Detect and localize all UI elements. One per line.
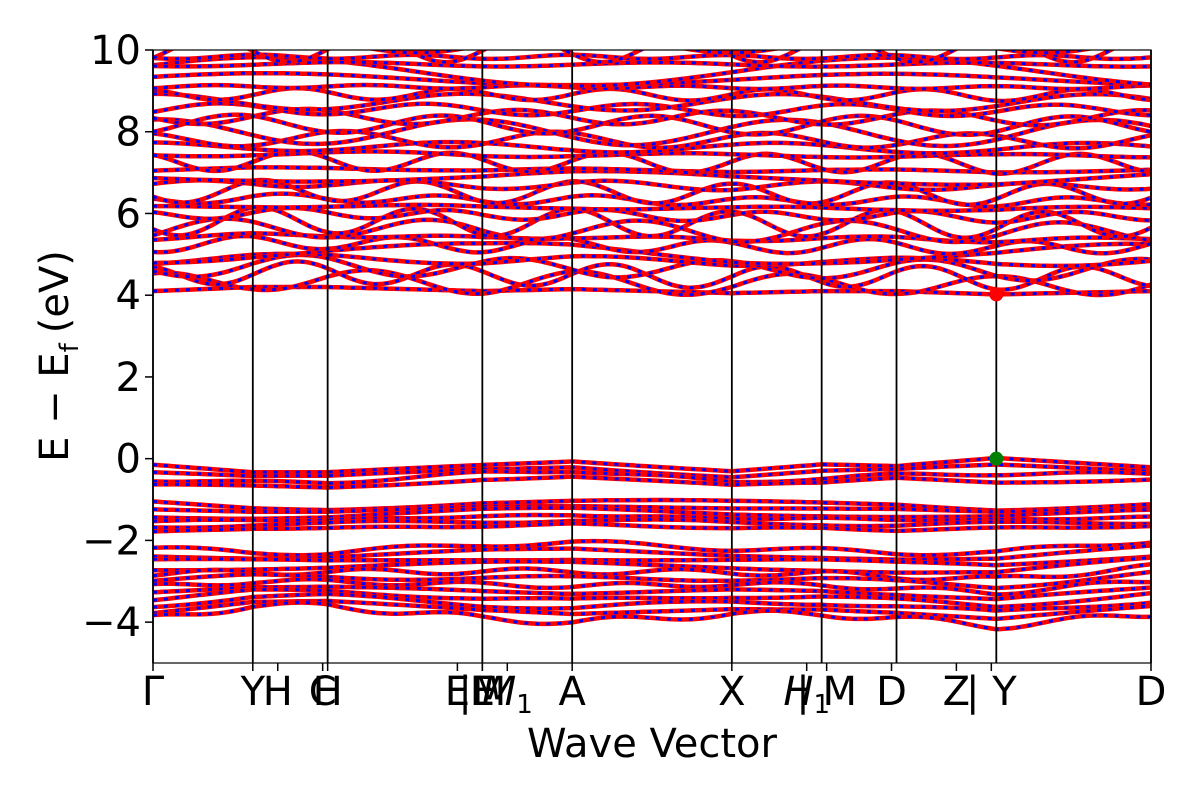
band-spin-down-1-0: [153, 456, 1151, 474]
cbm-marker: [989, 287, 1004, 302]
band-spin-down-3-4: [153, 562, 1151, 582]
band-spin-down-2-3: [153, 513, 1151, 523]
x-tick-label-1: Y: [240, 669, 266, 715]
band-spin-down-0-17: [153, 149, 1151, 176]
band-spin-down-0-0: [153, 285, 1151, 296]
band-spin-down-0-4: [153, 252, 1151, 268]
band-spin-down-3-5: [153, 570, 1151, 590]
x-tick-label-15: | Y: [966, 669, 1017, 715]
band-spin-down-0-24: [153, 101, 1151, 118]
band-spin-up-0-1: [153, 267, 1151, 298]
band-spin-down-2-2: [153, 506, 1151, 521]
y-tick-label-2: 0: [116, 437, 141, 483]
band-spin-down-0-11: [153, 203, 1151, 213]
y-tick-label-1: −2: [82, 518, 141, 564]
band-spin-down-1-1: [153, 462, 1151, 479]
band-spin-down-3-10: [153, 599, 1151, 621]
band-spin-down-0-16: [153, 165, 1151, 174]
x-tick-label-3: C: [309, 669, 337, 715]
band-spin-up-0-22: [153, 112, 1151, 138]
band-spin-down-0-6: [153, 234, 1151, 256]
x-tick-label-2: H: [263, 669, 293, 715]
band-spin-down-0-22: [153, 113, 1151, 137]
x-tick-label-4: H: [313, 669, 343, 715]
band-spin-up-0-26: [153, 85, 1151, 104]
band-spin-down-0-32: [153, 50, 1114, 64]
band-spin-down-3-8: [153, 588, 1151, 609]
band-spin-down-1-3: [153, 475, 1151, 490]
x-tick-label-6: |M: [458, 669, 506, 715]
extrema-markers: [989, 287, 1004, 466]
band-spin-down-0-3: [153, 253, 1151, 282]
band-spin-down-0-13: [153, 178, 1151, 207]
band-spin-down-0-21: [153, 117, 1151, 148]
x-tick-label-8: M1: [482, 669, 533, 720]
band-spin-down-3-9: [153, 592, 1151, 613]
band-spin-down-3-2: [153, 555, 1151, 567]
y-tick-label-0: −4: [82, 600, 141, 646]
band-spin-down-3-1: [153, 544, 1151, 562]
band-spin-down-3-7: [153, 585, 1151, 601]
band-spin-down-0-2: [153, 259, 1151, 292]
band-spin-down-2-1: [153, 504, 1151, 514]
band-spin-down-0-27: [153, 83, 1151, 91]
band-spin-down-0-28: [153, 71, 1151, 87]
band-spin-down-1-2: [153, 470, 1151, 485]
band-spin-down-0-19: [153, 140, 1151, 155]
band-spin-down-2-4: [153, 518, 1151, 530]
x-tick-label-12: | M: [796, 669, 857, 715]
x-tick-label-10: X: [718, 669, 745, 715]
band-spin-down-0-15: [153, 169, 1151, 187]
y-tick-label-4: 4: [116, 273, 141, 319]
band-spin-down-3-0: [153, 539, 1151, 557]
band-spin-down-3-11: [153, 601, 1151, 631]
y-tick-label-3: 2: [116, 355, 141, 401]
band-spin-down-0-25: [153, 92, 1151, 113]
band-lines: [153, 50, 1151, 632]
band-spin-down-0-9: [153, 205, 1151, 240]
band-spin-down-0-14: [153, 178, 1151, 192]
band-spin-down-0-31: [153, 53, 1151, 61]
y-tick-label-7: 10: [90, 28, 141, 74]
y-axis-ticks: −4 −2 0 2 4 6 8 10: [82, 28, 153, 646]
x-tick-label-0: Γ: [142, 669, 165, 715]
x-axis-label: Wave Vector: [527, 721, 778, 767]
vbm-marker: [989, 451, 1004, 466]
x-tick-label-13: D: [876, 669, 907, 715]
x-tick-label-7: E: [470, 669, 495, 715]
y-tick-label-5: 6: [116, 191, 141, 237]
x-tick-label-14: Z: [943, 669, 970, 715]
band-spin-down-0-8: [153, 217, 1151, 244]
x-tick-label-16: D: [1136, 669, 1167, 715]
band-spin-down-0-30: [153, 60, 1151, 69]
band-spin-down-0-26: [153, 86, 1151, 103]
x-tick-label-11: H1: [783, 669, 830, 720]
y-axis-label: E − Ef(eV): [32, 250, 85, 462]
band-spin-down-3-6: [153, 577, 1151, 597]
band-spin-down-2-5: [153, 521, 1151, 534]
x-tick-label-5: E: [445, 669, 470, 715]
plot-frame: [152, 49, 1152, 664]
y-tick-label-6: 8: [116, 110, 141, 156]
band-spin-down-0-5: [153, 241, 1151, 266]
x-tick-label-9: A: [558, 669, 586, 715]
band-spin-down-0-10: [153, 206, 1151, 225]
band-spin-down-3-3: [153, 556, 1151, 575]
